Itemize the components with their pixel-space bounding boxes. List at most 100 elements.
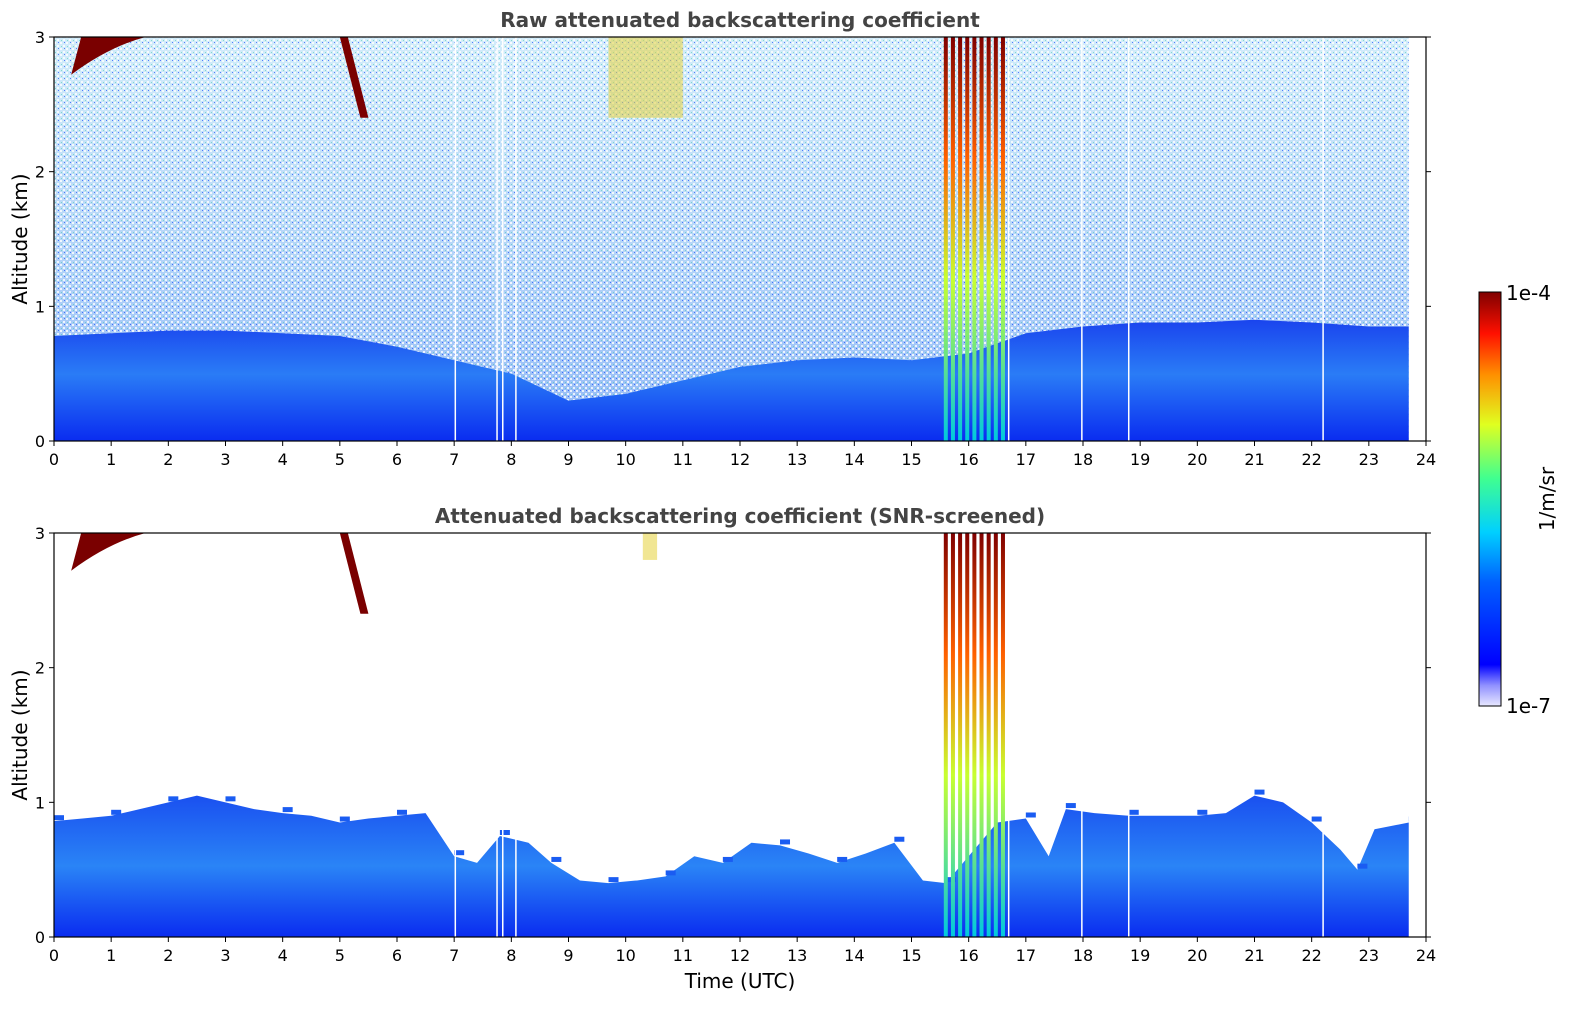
cloud-column [958, 533, 963, 937]
x-tick-label: 19 [1130, 946, 1150, 965]
x-tick-label: 1 [106, 946, 116, 965]
x-tick-label: 5 [335, 450, 345, 469]
layer-fragment [339, 816, 350, 822]
x-tick-label: 6 [392, 946, 402, 965]
cloud-column [986, 37, 991, 441]
layer-fragment [168, 796, 179, 802]
cloud-column [958, 37, 963, 441]
x-tick-label: 20 [1187, 946, 1207, 965]
y-axis-label-screened: Altitude (km) [8, 669, 32, 800]
x-tick-label: 14 [844, 450, 864, 469]
layer-fragment [54, 815, 64, 821]
layer-fragment [1357, 863, 1368, 869]
x-tick-label: 4 [278, 946, 288, 965]
x-tick-label: 23 [1359, 946, 1379, 965]
no-data-region [1408, 533, 1426, 937]
x-tick-label: 15 [901, 450, 921, 469]
cloud-column [950, 533, 955, 937]
x-tick-label: 20 [1187, 450, 1207, 469]
x-tick-label: 19 [1130, 450, 1150, 469]
x-tick-label: 2 [163, 946, 173, 965]
screened-y-ticks: 0 1 2 3 [35, 524, 1431, 947]
x-tick-label: 2 [163, 450, 173, 469]
cloud-patch [71, 37, 146, 75]
y-tick-label: 2 [35, 659, 45, 678]
layer-fragment [722, 856, 733, 862]
raw-y-ticks: 0 1 2 3 [35, 28, 1431, 451]
cloud-column [965, 533, 970, 937]
colorbar-min-label: 1e-7 [1506, 694, 1551, 718]
boundary-layer [54, 319, 1409, 441]
x-tick-label: 21 [1244, 946, 1264, 965]
cloud-column [972, 533, 977, 937]
y-tick-label: 1 [35, 297, 45, 316]
chart-title-raw: Raw attenuated backscattering coefficien… [500, 8, 980, 32]
layer-fragment [1128, 809, 1139, 815]
raw-x-ticks: 0 1 2 3 4 5 6 7 8 9 10 11 12 13 14 15 16 17 18 19 20 21 22 23 24 [49, 441, 1436, 469]
raw-heatmap [54, 37, 1426, 441]
y-tick-label: 3 [35, 28, 45, 47]
cloud-column [950, 37, 955, 441]
layer-fragment [282, 807, 293, 813]
x-tick-label: 22 [1301, 450, 1321, 469]
cloud-column [979, 533, 984, 937]
layer-fragment [551, 856, 562, 862]
screened-layer [54, 795, 1409, 937]
x-tick-label: 18 [1073, 450, 1093, 469]
x-tick-label: 7 [449, 450, 459, 469]
x-tick-label: 13 [787, 946, 807, 965]
x-tick-label: 9 [563, 946, 573, 965]
cloud-column [993, 533, 998, 937]
layer-fragment [945, 877, 956, 883]
x-tick-label: 8 [506, 946, 516, 965]
x-tick-label: 13 [787, 450, 807, 469]
x-tick-label: 12 [730, 450, 750, 469]
cloud-column [1000, 37, 1005, 441]
screened-heatmap [54, 533, 1426, 937]
x-tick-label: 0 [49, 450, 59, 469]
x-tick-label: 16 [958, 946, 978, 965]
x-tick-label: 15 [901, 946, 921, 965]
x-tick-label: 1 [106, 450, 116, 469]
x-tick-label: 7 [449, 946, 459, 965]
colorbar-unit-label: 1/m/sr [1535, 466, 1559, 531]
layer-fragment [111, 809, 122, 815]
x-tick-label: 14 [844, 946, 864, 965]
cloud-patch [71, 533, 146, 571]
layer-fragment [499, 830, 510, 835]
chart-title-screened: Attenuated backscattering coefficient (S… [435, 504, 1045, 528]
y-tick-label: 3 [35, 524, 45, 543]
x-tick-label: 10 [615, 946, 635, 965]
screened-backscatter-panel: Attenuated backscattering coefficient (S… [8, 504, 1436, 993]
layer-fragment [608, 877, 619, 883]
cloud-column [1000, 533, 1005, 937]
x-tick-label: 3 [220, 946, 230, 965]
cloud-column [972, 37, 977, 441]
x-tick-label: 24 [1416, 450, 1436, 469]
no-data-region [1408, 37, 1426, 441]
layer-fragment [1065, 803, 1076, 809]
layer-fragment [225, 796, 236, 802]
x-tick-label: 5 [335, 946, 345, 965]
colorbar: 1e-4 1e-7 1/m/sr [1478, 281, 1559, 718]
x-tick-label: 17 [1016, 946, 1036, 965]
colorbar-gradient [1478, 291, 1502, 707]
x-tick-label: 3 [220, 450, 230, 469]
y-axis-label-raw: Altitude (km) [8, 173, 32, 304]
x-tick-label: 24 [1416, 946, 1436, 965]
x-axis-label: Time (UTC) [684, 969, 796, 993]
x-tick-label: 10 [615, 450, 635, 469]
aerosol-plume [642, 533, 658, 560]
cloud-column [986, 533, 991, 937]
x-tick-label: 12 [730, 946, 750, 965]
x-tick-label: 16 [958, 450, 978, 469]
y-tick-label: 1 [35, 793, 45, 812]
x-tick-label: 4 [278, 450, 288, 469]
colorbar-max-label: 1e-4 [1506, 281, 1551, 305]
aerosol-plume [608, 37, 683, 118]
cloud-column [965, 37, 970, 441]
x-tick-label: 9 [563, 450, 573, 469]
x-tick-label: 22 [1301, 946, 1321, 965]
layer-fragment [454, 850, 465, 856]
